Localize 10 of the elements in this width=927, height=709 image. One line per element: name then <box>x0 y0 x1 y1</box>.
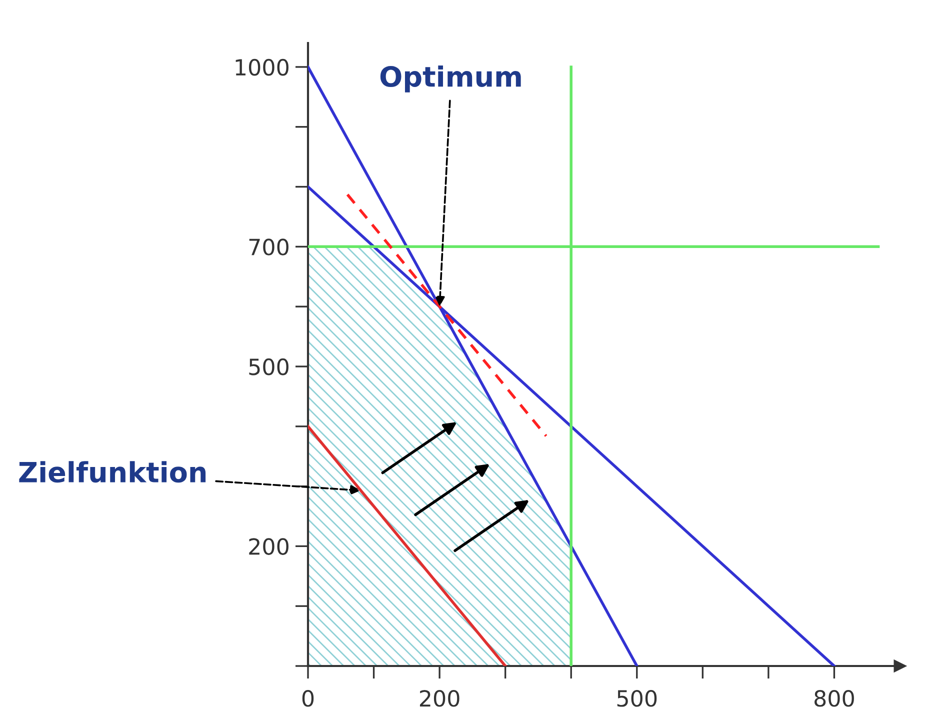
y-tick-label: 1000 <box>236 58 288 76</box>
y-tick-label: 500 <box>249 358 288 376</box>
y-tick-label: 200 <box>249 538 288 555</box>
x-tick-label: 800 <box>814 690 854 707</box>
x-tick-label: 0 <box>302 690 314 707</box>
x-tick-label: 500 <box>617 690 657 707</box>
annotation: Zielfunktion <box>19 461 206 483</box>
y-tick-label: 700 <box>249 238 288 256</box>
x-tick-label: 200 <box>420 690 460 707</box>
annotation: Optimum <box>380 66 521 92</box>
